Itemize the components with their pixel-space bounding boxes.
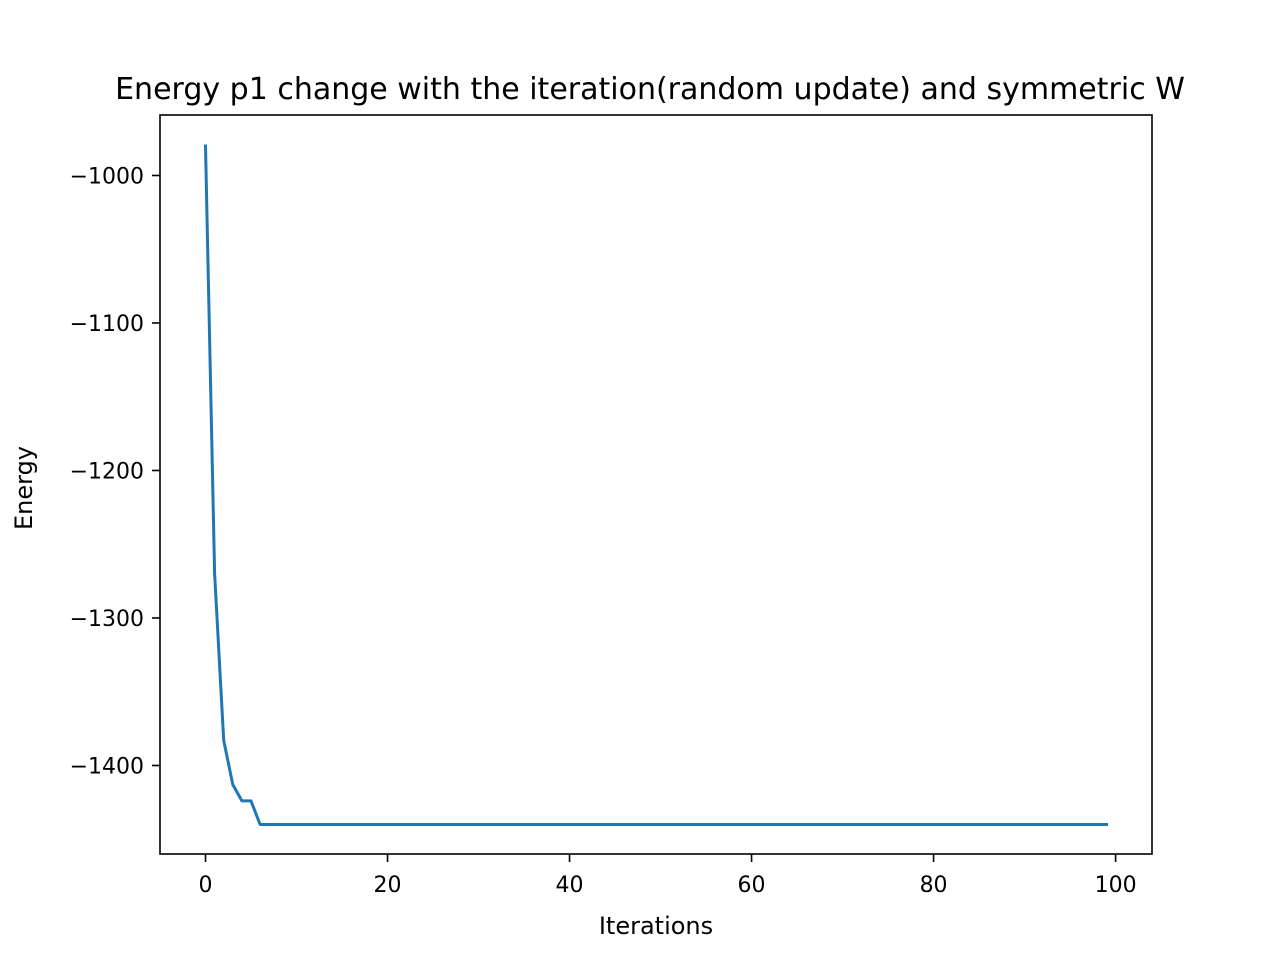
x-axis-label: Iterations <box>599 912 713 940</box>
chart-title: Energy p1 change with the iteration(rand… <box>115 72 1185 107</box>
series-group <box>203 144 1108 826</box>
y-tick-label: −1200 <box>70 459 144 484</box>
y-tick-label: −1100 <box>70 312 144 337</box>
y-tick-label: −1400 <box>70 754 144 779</box>
y-axis-label: Energy <box>10 446 38 530</box>
plot-area <box>160 115 1152 854</box>
series-line-0 <box>203 144 1108 826</box>
x-tick-label: 100 <box>1095 873 1137 898</box>
ticks-group: 0 20 40 60 80 100 −1400 −1300 −1200 −1100 −1000 <box>70 164 1137 898</box>
x-tick-label: 60 <box>738 873 766 898</box>
y-tick-label: −1300 <box>70 607 144 632</box>
y-tick-label: −1000 <box>70 164 144 189</box>
x-tick-label: 20 <box>374 873 402 898</box>
x-tick-label: 40 <box>556 873 584 898</box>
x-tick-label: 0 <box>199 873 213 898</box>
plot-frame <box>159 114 1153 855</box>
x-tick-label: 80 <box>920 873 948 898</box>
